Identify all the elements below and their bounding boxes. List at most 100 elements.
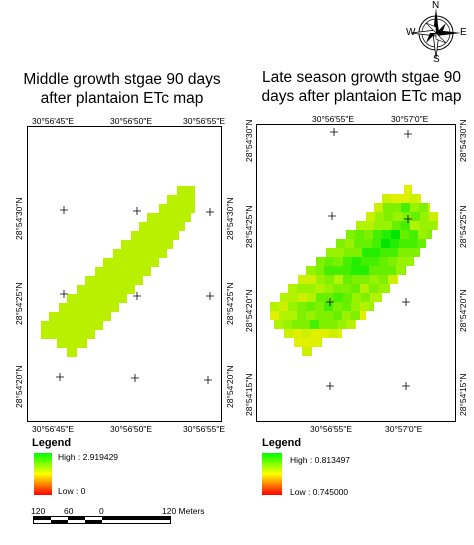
- raster-cell: [360, 311, 366, 320]
- raster-cell: [159, 204, 195, 213]
- raster-cell: [344, 248, 353, 257]
- raster-cell: [342, 302, 351, 311]
- left-title-line1: Middle growth stgae 90 days: [23, 71, 221, 88]
- raster-cell: [85, 276, 143, 285]
- raster-cell: [95, 267, 151, 276]
- raster-cell: [427, 230, 432, 239]
- left-top-tick: 30°56'45"E: [32, 116, 75, 126]
- raster-cell: [41, 330, 95, 339]
- raster-cell: [416, 248, 420, 257]
- scale-label: 120: [31, 506, 46, 516]
- raster-cell: [334, 293, 343, 302]
- right-bottom-tick: 30°56'55"E: [310, 424, 353, 434]
- raster-cell: [302, 329, 311, 338]
- raster-cell: [400, 230, 409, 239]
- raster-cell: [388, 257, 397, 266]
- left-left-tick: 28°54'30"N: [14, 197, 24, 240]
- left-right-tick: 28°54'20"N: [225, 365, 235, 408]
- raster-cell: [373, 230, 382, 239]
- raster-cell: [307, 275, 316, 284]
- raster-cell: [306, 302, 315, 311]
- raster-cell: [428, 203, 430, 212]
- raster-cell: [352, 257, 361, 266]
- raster-cell: [354, 239, 363, 248]
- graticule-cross: [402, 298, 410, 306]
- raster-cell: [419, 203, 428, 212]
- raster-cell: [342, 266, 351, 275]
- raster-cell: [336, 239, 345, 248]
- raster-cell: [131, 231, 179, 240]
- raster-cell: [351, 311, 360, 320]
- raster-cell: [409, 230, 418, 239]
- graticule-cross: [133, 207, 141, 215]
- raster-cell: [392, 203, 401, 212]
- right-bottom-tick: 30°57'0"E: [385, 424, 423, 434]
- right-title-line1: Late season growth stgae 90: [261, 69, 462, 86]
- raster-cell: [374, 221, 383, 230]
- raster-cell: [324, 311, 333, 320]
- right-raster: [270, 128, 438, 390]
- raster-cell: [369, 284, 378, 293]
- scale-bar: [33, 516, 171, 524]
- raster-cell: [147, 213, 191, 222]
- raster-cell: [355, 230, 364, 239]
- left-right-tick: 28°54'30"N: [225, 197, 235, 240]
- raster-cell: [303, 338, 312, 347]
- graticule-cross: [133, 292, 141, 300]
- raster-cell: [346, 230, 355, 239]
- raster-cell: [361, 293, 370, 302]
- raster-cell: [324, 266, 333, 275]
- raster-cell: [410, 221, 419, 230]
- raster-cell: [400, 194, 409, 203]
- raster-cell: [316, 257, 325, 266]
- raster-cell: [370, 275, 379, 284]
- raster-cell: [370, 293, 379, 302]
- raster-cell: [279, 311, 288, 320]
- left-legend-title: Legend: [32, 437, 72, 449]
- raster-cell: [391, 194, 400, 203]
- raster-cell: [378, 284, 387, 293]
- raster-cell: [288, 284, 297, 293]
- left-raster: [41, 186, 214, 384]
- raster-cell: [49, 312, 111, 321]
- right-legend-high: High : 0.813497: [290, 455, 351, 465]
- raster-cell: [360, 284, 369, 293]
- raster-cell: [352, 275, 361, 284]
- right-right-tick: 28°54'30"N: [458, 119, 468, 162]
- raster-cell: [77, 285, 135, 294]
- raster-cell: [338, 329, 342, 338]
- raster-cell: [397, 275, 398, 284]
- raster-cell: [67, 294, 127, 303]
- raster-cell: [315, 266, 324, 275]
- raster-cell: [351, 284, 360, 293]
- raster-cell: [362, 248, 371, 257]
- raster-cell: [139, 222, 185, 231]
- raster-cell: [369, 302, 374, 311]
- raster-cell: [345, 239, 354, 248]
- right-right-tick: 28°54'25"N: [458, 205, 468, 248]
- scale-label: 0: [99, 506, 104, 516]
- raster-cell: [353, 248, 362, 257]
- raster-cell: [324, 284, 333, 293]
- raster-cell: [405, 266, 406, 275]
- raster-cell: [294, 338, 303, 347]
- raster-cell: [369, 266, 378, 275]
- right-legend-low: Low : 0.745000: [290, 487, 349, 497]
- raster-cell: [298, 275, 307, 284]
- scale-label: 120 Meters: [162, 506, 205, 516]
- raster-cell: [280, 293, 289, 302]
- raster-cell: [401, 221, 410, 230]
- raster-cell: [399, 239, 408, 248]
- left-legend-ramp: [34, 453, 52, 495]
- graticule-cross: [206, 208, 214, 216]
- raster-cell: [365, 221, 374, 230]
- raster-cell: [379, 257, 388, 266]
- raster-cell: [297, 302, 306, 311]
- raster-cell: [334, 257, 343, 266]
- raster-cell: [343, 257, 352, 266]
- raster-cell: [329, 329, 338, 338]
- raster-cell: [379, 293, 382, 302]
- raster-cell: [383, 203, 392, 212]
- graticule-cross: [326, 298, 334, 306]
- raster-cell: [297, 311, 306, 320]
